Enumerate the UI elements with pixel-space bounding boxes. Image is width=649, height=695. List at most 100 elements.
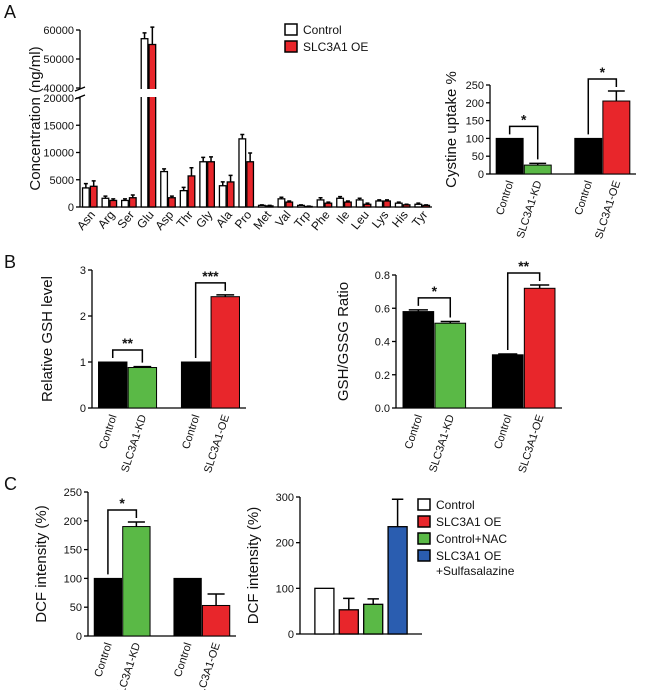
bar <box>317 200 324 207</box>
significance-bracket <box>113 350 143 363</box>
bar <box>129 198 136 207</box>
x-tick-label: SLC3A1-KD <box>515 179 545 240</box>
panel-label: C <box>4 474 17 494</box>
y-axis-title: Concentration (ng/ml) <box>27 46 44 190</box>
error-bar <box>189 168 193 176</box>
bar <box>524 165 551 174</box>
error-bar <box>209 157 213 162</box>
panel-label: B <box>4 252 16 272</box>
bar <box>403 205 410 207</box>
error-bar <box>143 33 147 39</box>
error-bar <box>248 153 252 162</box>
y-tick-label: 100 <box>64 573 82 585</box>
significance-label: * <box>119 495 125 511</box>
bar <box>325 203 332 207</box>
legend-label-line: +Sulfasalazine <box>436 564 515 578</box>
bar <box>219 186 226 207</box>
y-axis-title: Cystine uptake % <box>443 71 460 188</box>
x-tick-label: Ala <box>213 208 235 231</box>
x-tick-label: Val <box>272 208 293 230</box>
x-tick-label: His <box>389 208 411 230</box>
x-tick-label: Met <box>250 207 274 232</box>
bar <box>90 186 97 207</box>
x-tick-label: Control <box>97 413 119 450</box>
error-bar <box>299 205 303 206</box>
x-tick-label: SLC3A1-OE <box>202 413 232 474</box>
legend-label: Control+NAC <box>436 532 507 546</box>
error-bar <box>367 599 378 604</box>
error-bar <box>84 184 88 188</box>
bar <box>181 362 209 408</box>
y-tick-label: 50000 <box>43 54 74 66</box>
x-tick-label: Arg <box>95 208 118 231</box>
significance-label: *** <box>202 268 219 284</box>
x-tick-label: Asp <box>152 208 176 233</box>
legend-swatch <box>418 516 430 527</box>
y-tick-label: 10000 <box>43 148 74 160</box>
y-tick-label: 0.8 <box>375 270 390 282</box>
legend-label: SLC3A1 OE <box>303 40 368 54</box>
bar <box>575 138 602 174</box>
x-tick-label: Asn <box>74 208 98 233</box>
x-tick-label: SLC3A1-KD <box>119 413 149 474</box>
bar <box>278 199 285 207</box>
y-tick-label: 60000 <box>43 25 74 37</box>
y-tick-label: 1 <box>80 357 86 369</box>
x-tick-label: Ser <box>114 208 137 231</box>
y-tick-label: 200 <box>466 98 484 110</box>
y-tick-label: 150 <box>64 545 82 557</box>
error-bar <box>128 522 145 527</box>
y-tick-label: 0 <box>478 169 484 181</box>
bar <box>337 198 344 207</box>
error-bar <box>201 157 205 161</box>
error-bar <box>229 175 233 182</box>
bar <box>83 188 90 207</box>
y-tick-label: 0 <box>288 629 294 641</box>
legend-swatch <box>285 24 297 35</box>
x-tick-label: Glu <box>134 208 157 231</box>
x-tick-label: SLC3A1-KD <box>427 413 457 474</box>
bar <box>415 204 422 207</box>
x-tick-label: Leu <box>348 208 372 232</box>
significance-label: ** <box>122 335 133 351</box>
y-tick-label: 15000 <box>43 120 74 132</box>
y-tick-label: 0 <box>68 202 74 214</box>
bar <box>492 355 523 408</box>
x-tick-label: SLC3A1-OE <box>516 413 546 474</box>
error-bar <box>150 27 154 44</box>
error-bar <box>405 204 409 205</box>
y-tick-label: 150 <box>466 116 484 128</box>
bar <box>384 201 391 207</box>
y-tick-label: 0 <box>76 631 82 643</box>
x-tick-label: Control <box>492 413 514 450</box>
x-tick-label: Tyr <box>409 208 430 230</box>
bar <box>227 182 234 207</box>
bar <box>208 162 215 207</box>
y-tick-label: 50 <box>472 151 484 163</box>
bar <box>110 200 117 207</box>
significance-label: * <box>600 64 606 80</box>
error-bar <box>208 594 225 606</box>
error-bar <box>343 598 354 609</box>
bar <box>356 200 363 207</box>
x-tick-label: Pro <box>232 208 255 232</box>
panel-label: A <box>4 2 16 22</box>
error-bar <box>608 91 625 101</box>
y-tick-label: 300 <box>276 492 294 504</box>
x-tick-label: Control <box>403 413 425 450</box>
x-tick-label: Control <box>180 413 202 450</box>
error-bar <box>260 205 264 206</box>
bar <box>94 578 121 636</box>
y-axis-title: DCF intensity (%) <box>33 505 50 623</box>
y-tick-label: 40000 <box>43 83 74 95</box>
bar <box>524 288 555 408</box>
x-tick-label: Phe <box>308 208 333 234</box>
bar <box>169 198 176 207</box>
legend-swatch <box>285 41 297 52</box>
y-tick-label: 0.4 <box>375 337 390 349</box>
bar <box>122 200 129 207</box>
y-tick-label: 3 <box>80 265 86 277</box>
bar <box>345 202 352 207</box>
bar <box>149 45 156 208</box>
